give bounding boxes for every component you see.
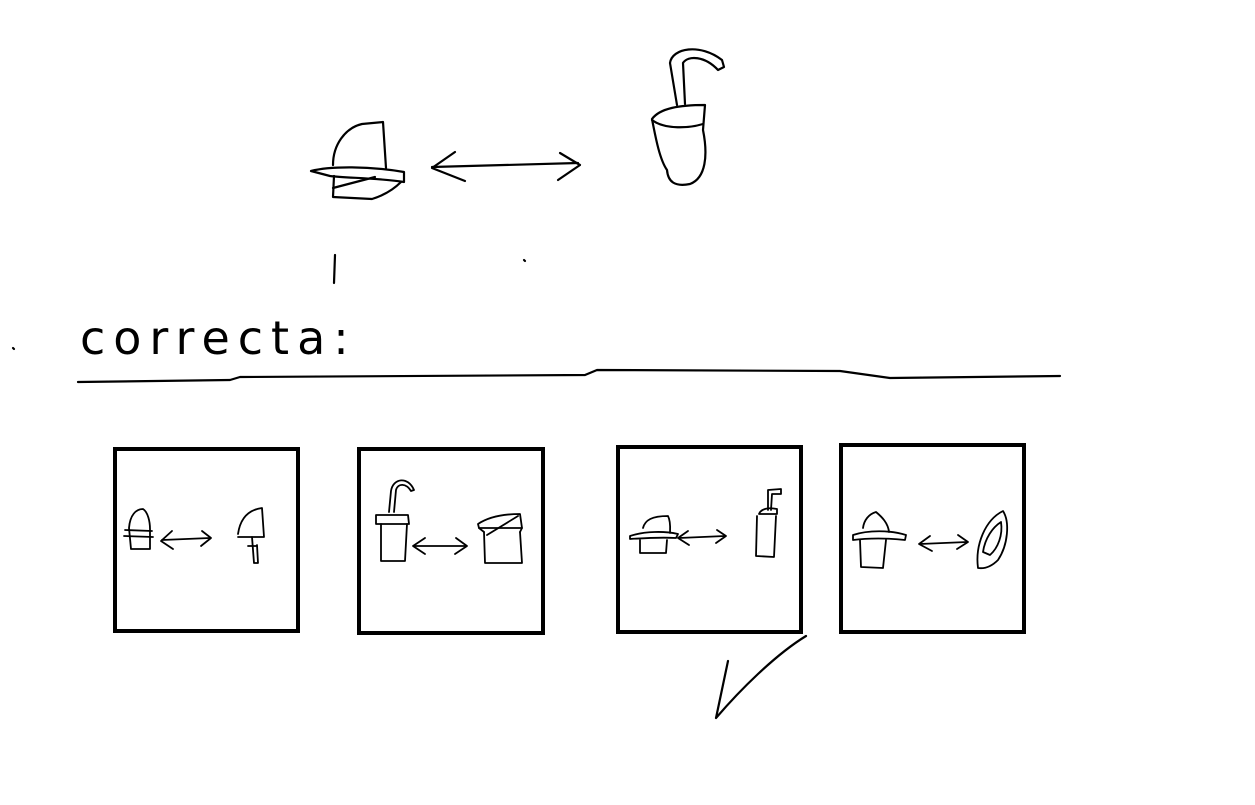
prompt-hat-icon bbox=[309, 120, 406, 201]
prompt-analogy bbox=[309, 48, 726, 201]
option-1-hat-icon bbox=[123, 508, 154, 550]
option-3[interactable] bbox=[616, 445, 803, 634]
prompt-faucet-jug-icon bbox=[650, 48, 726, 186]
option-2-double-arrow-icon bbox=[412, 537, 468, 555]
option-4-hat-icon bbox=[852, 511, 907, 569]
option-2-faucet-jug-icon bbox=[375, 479, 415, 562]
option-4-double-arrow-icon bbox=[918, 534, 969, 552]
option-3-straw-cup-icon bbox=[755, 488, 782, 558]
option-box[interactable] bbox=[357, 447, 545, 635]
stray-dot bbox=[11, 346, 16, 351]
answer-label-group: correcta: bbox=[11, 253, 527, 365]
option-1-faucet-icon bbox=[237, 507, 265, 564]
option-box[interactable] bbox=[113, 447, 300, 633]
option-3-hat-icon bbox=[629, 515, 679, 554]
label-t-ascender bbox=[332, 253, 337, 285]
option-1[interactable] bbox=[113, 447, 300, 633]
option-3-double-arrow-icon bbox=[677, 529, 727, 546]
option-box[interactable] bbox=[616, 445, 803, 634]
option-2[interactable] bbox=[357, 447, 545, 635]
option-4-leaf-icon bbox=[976, 510, 1009, 570]
stray-dot bbox=[522, 258, 527, 263]
option-2-pot-icon bbox=[477, 513, 523, 564]
checkmark-icon bbox=[714, 634, 808, 720]
prompt-double-arrow-icon bbox=[430, 150, 582, 183]
divider-line bbox=[76, 368, 1062, 384]
answer-label: correcta: bbox=[80, 311, 357, 365]
option-4[interactable] bbox=[839, 443, 1026, 634]
option-1-double-arrow-icon bbox=[160, 530, 212, 550]
